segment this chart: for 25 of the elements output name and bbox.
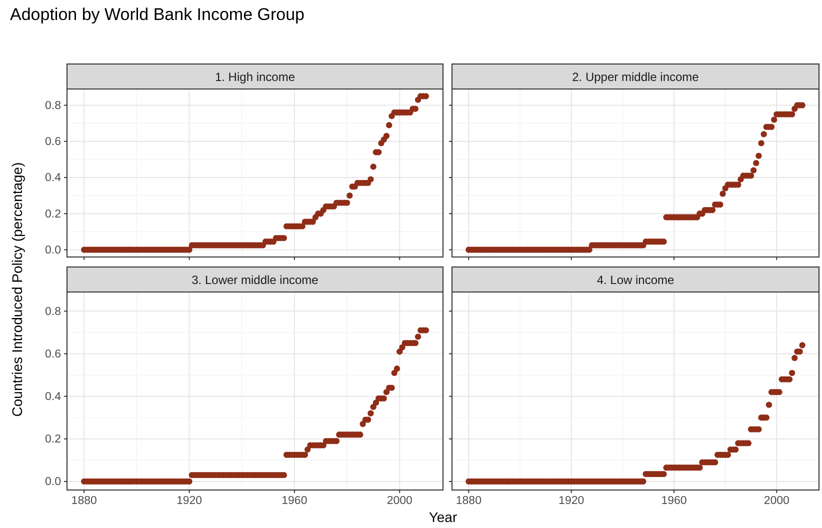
x-axis-title: Year — [428, 509, 458, 525]
y-tick-label: 0.4 — [45, 391, 62, 404]
y-tick-label: 0.4 — [45, 172, 62, 184]
chart-title: 2. Upper middle income — [572, 70, 700, 84]
y-tick-label: 0.2 — [45, 208, 61, 220]
x-tick-label: 1880 — [71, 495, 97, 508]
y-tick-label: 0.6 — [45, 136, 61, 148]
chart-title: 4. Low income — [596, 273, 675, 287]
x-tick-label: 1960 — [661, 495, 687, 508]
y-tick-label: 0.0 — [45, 244, 61, 256]
text: Adoption by World Bank Income Group — [10, 5, 305, 24]
y-tick-label: 0.2 — [45, 434, 61, 446]
x-tick-label: 2000 — [764, 495, 790, 508]
x-tick-label: 1920 — [558, 495, 584, 508]
x-tick-label: 1920 — [176, 495, 202, 508]
chart-title: 1. High income — [214, 70, 296, 84]
y-axis-title: Countries Introduced Policy (percentage) — [9, 162, 25, 417]
y-tick-label: 0.0 — [45, 476, 61, 488]
x-tick-label: 1960 — [282, 495, 308, 508]
y-tick-label: 0.8 — [45, 306, 61, 318]
y-tick-label: 0.8 — [45, 100, 61, 112]
y-tick-label: 0.6 — [45, 348, 61, 360]
chart-title: 3. Lower middle income — [192, 273, 319, 287]
x-tick-label: 2000 — [386, 495, 412, 508]
x-tick-label: 1880 — [456, 495, 482, 508]
